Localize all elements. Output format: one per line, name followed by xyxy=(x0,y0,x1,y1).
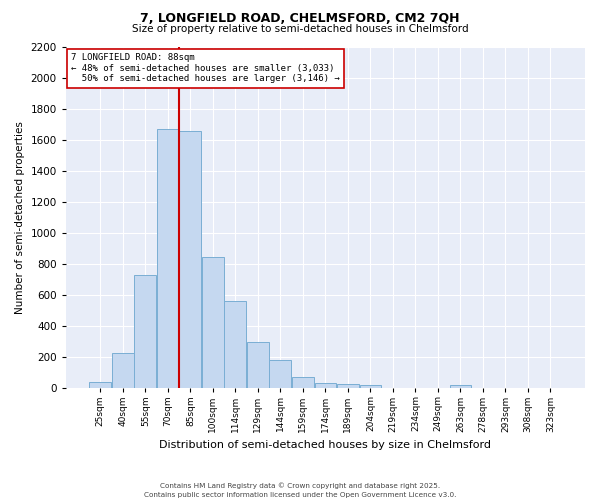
Bar xyxy=(269,360,292,388)
Bar xyxy=(112,354,134,388)
Bar xyxy=(449,385,472,388)
Bar xyxy=(179,131,201,388)
Bar xyxy=(314,383,337,388)
Text: Contains HM Land Registry data © Crown copyright and database right 2025.
Contai: Contains HM Land Registry data © Crown c… xyxy=(144,482,456,498)
Bar xyxy=(157,129,179,388)
Bar xyxy=(292,378,314,388)
Bar xyxy=(247,342,269,388)
Text: Size of property relative to semi-detached houses in Chelmsford: Size of property relative to semi-detach… xyxy=(131,24,469,34)
Text: 7, LONGFIELD ROAD, CHELMSFORD, CM2 7QH: 7, LONGFIELD ROAD, CHELMSFORD, CM2 7QH xyxy=(140,12,460,26)
Bar xyxy=(359,385,382,388)
Text: 7 LONGFIELD ROAD: 88sqm
← 48% of semi-detached houses are smaller (3,033)
  50% : 7 LONGFIELD ROAD: 88sqm ← 48% of semi-de… xyxy=(71,54,340,83)
Y-axis label: Number of semi-detached properties: Number of semi-detached properties xyxy=(15,121,25,314)
Bar xyxy=(89,382,111,388)
Bar xyxy=(337,384,359,388)
Bar xyxy=(224,302,247,388)
Bar xyxy=(134,275,156,388)
X-axis label: Distribution of semi-detached houses by size in Chelmsford: Distribution of semi-detached houses by … xyxy=(160,440,491,450)
Bar xyxy=(202,257,224,388)
